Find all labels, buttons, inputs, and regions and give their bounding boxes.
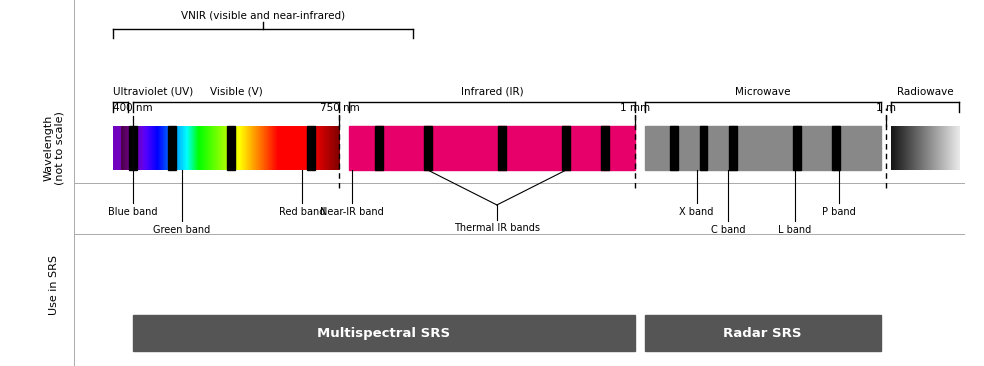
Text: C band: C band (710, 225, 746, 235)
Bar (729, 126, 737, 170)
Bar (670, 126, 678, 170)
Text: 1 m: 1 m (876, 104, 895, 113)
Bar (601, 126, 609, 170)
Text: Near-IR band: Near-IR band (321, 207, 384, 217)
Text: Green band: Green band (154, 225, 211, 235)
Text: Red band: Red band (278, 207, 326, 217)
Text: Radar SRS: Radar SRS (723, 326, 802, 340)
Text: Infrared (IR): Infrared (IR) (461, 87, 523, 97)
Bar (129, 126, 137, 170)
Bar (793, 126, 801, 170)
Bar (700, 126, 707, 170)
Bar (645, 126, 881, 170)
Text: Microwave: Microwave (735, 87, 790, 97)
Text: Radiowave: Radiowave (896, 87, 953, 97)
Text: Thermal IR bands: Thermal IR bands (454, 223, 540, 233)
Bar (562, 126, 570, 170)
Text: Blue band: Blue band (108, 207, 157, 217)
Text: Ultraviolet (UV): Ultraviolet (UV) (113, 87, 194, 97)
Text: L band: L band (778, 225, 812, 235)
Bar (227, 126, 235, 170)
Bar (307, 126, 315, 170)
Bar (832, 126, 840, 170)
Text: VNIR (visible and near-infrared): VNIR (visible and near-infrared) (181, 10, 345, 20)
Text: Use in SRS: Use in SRS (49, 255, 59, 315)
Bar (168, 126, 176, 170)
Bar (424, 126, 432, 170)
Bar (645, 315, 881, 351)
Text: 750 nm: 750 nm (320, 104, 359, 113)
Text: Visible (V): Visible (V) (210, 87, 263, 97)
Text: 1 mm: 1 mm (620, 104, 649, 113)
Bar (133, 315, 635, 351)
Text: X band: X band (680, 207, 713, 217)
Text: P band: P band (823, 207, 856, 217)
Text: Multispectral SRS: Multispectral SRS (317, 326, 451, 340)
Text: 400 nm: 400 nm (113, 104, 153, 113)
Bar (375, 126, 383, 170)
Text: Wavelength
(not to scale): Wavelength (not to scale) (43, 111, 65, 185)
Bar (349, 126, 635, 170)
Bar (498, 126, 506, 170)
